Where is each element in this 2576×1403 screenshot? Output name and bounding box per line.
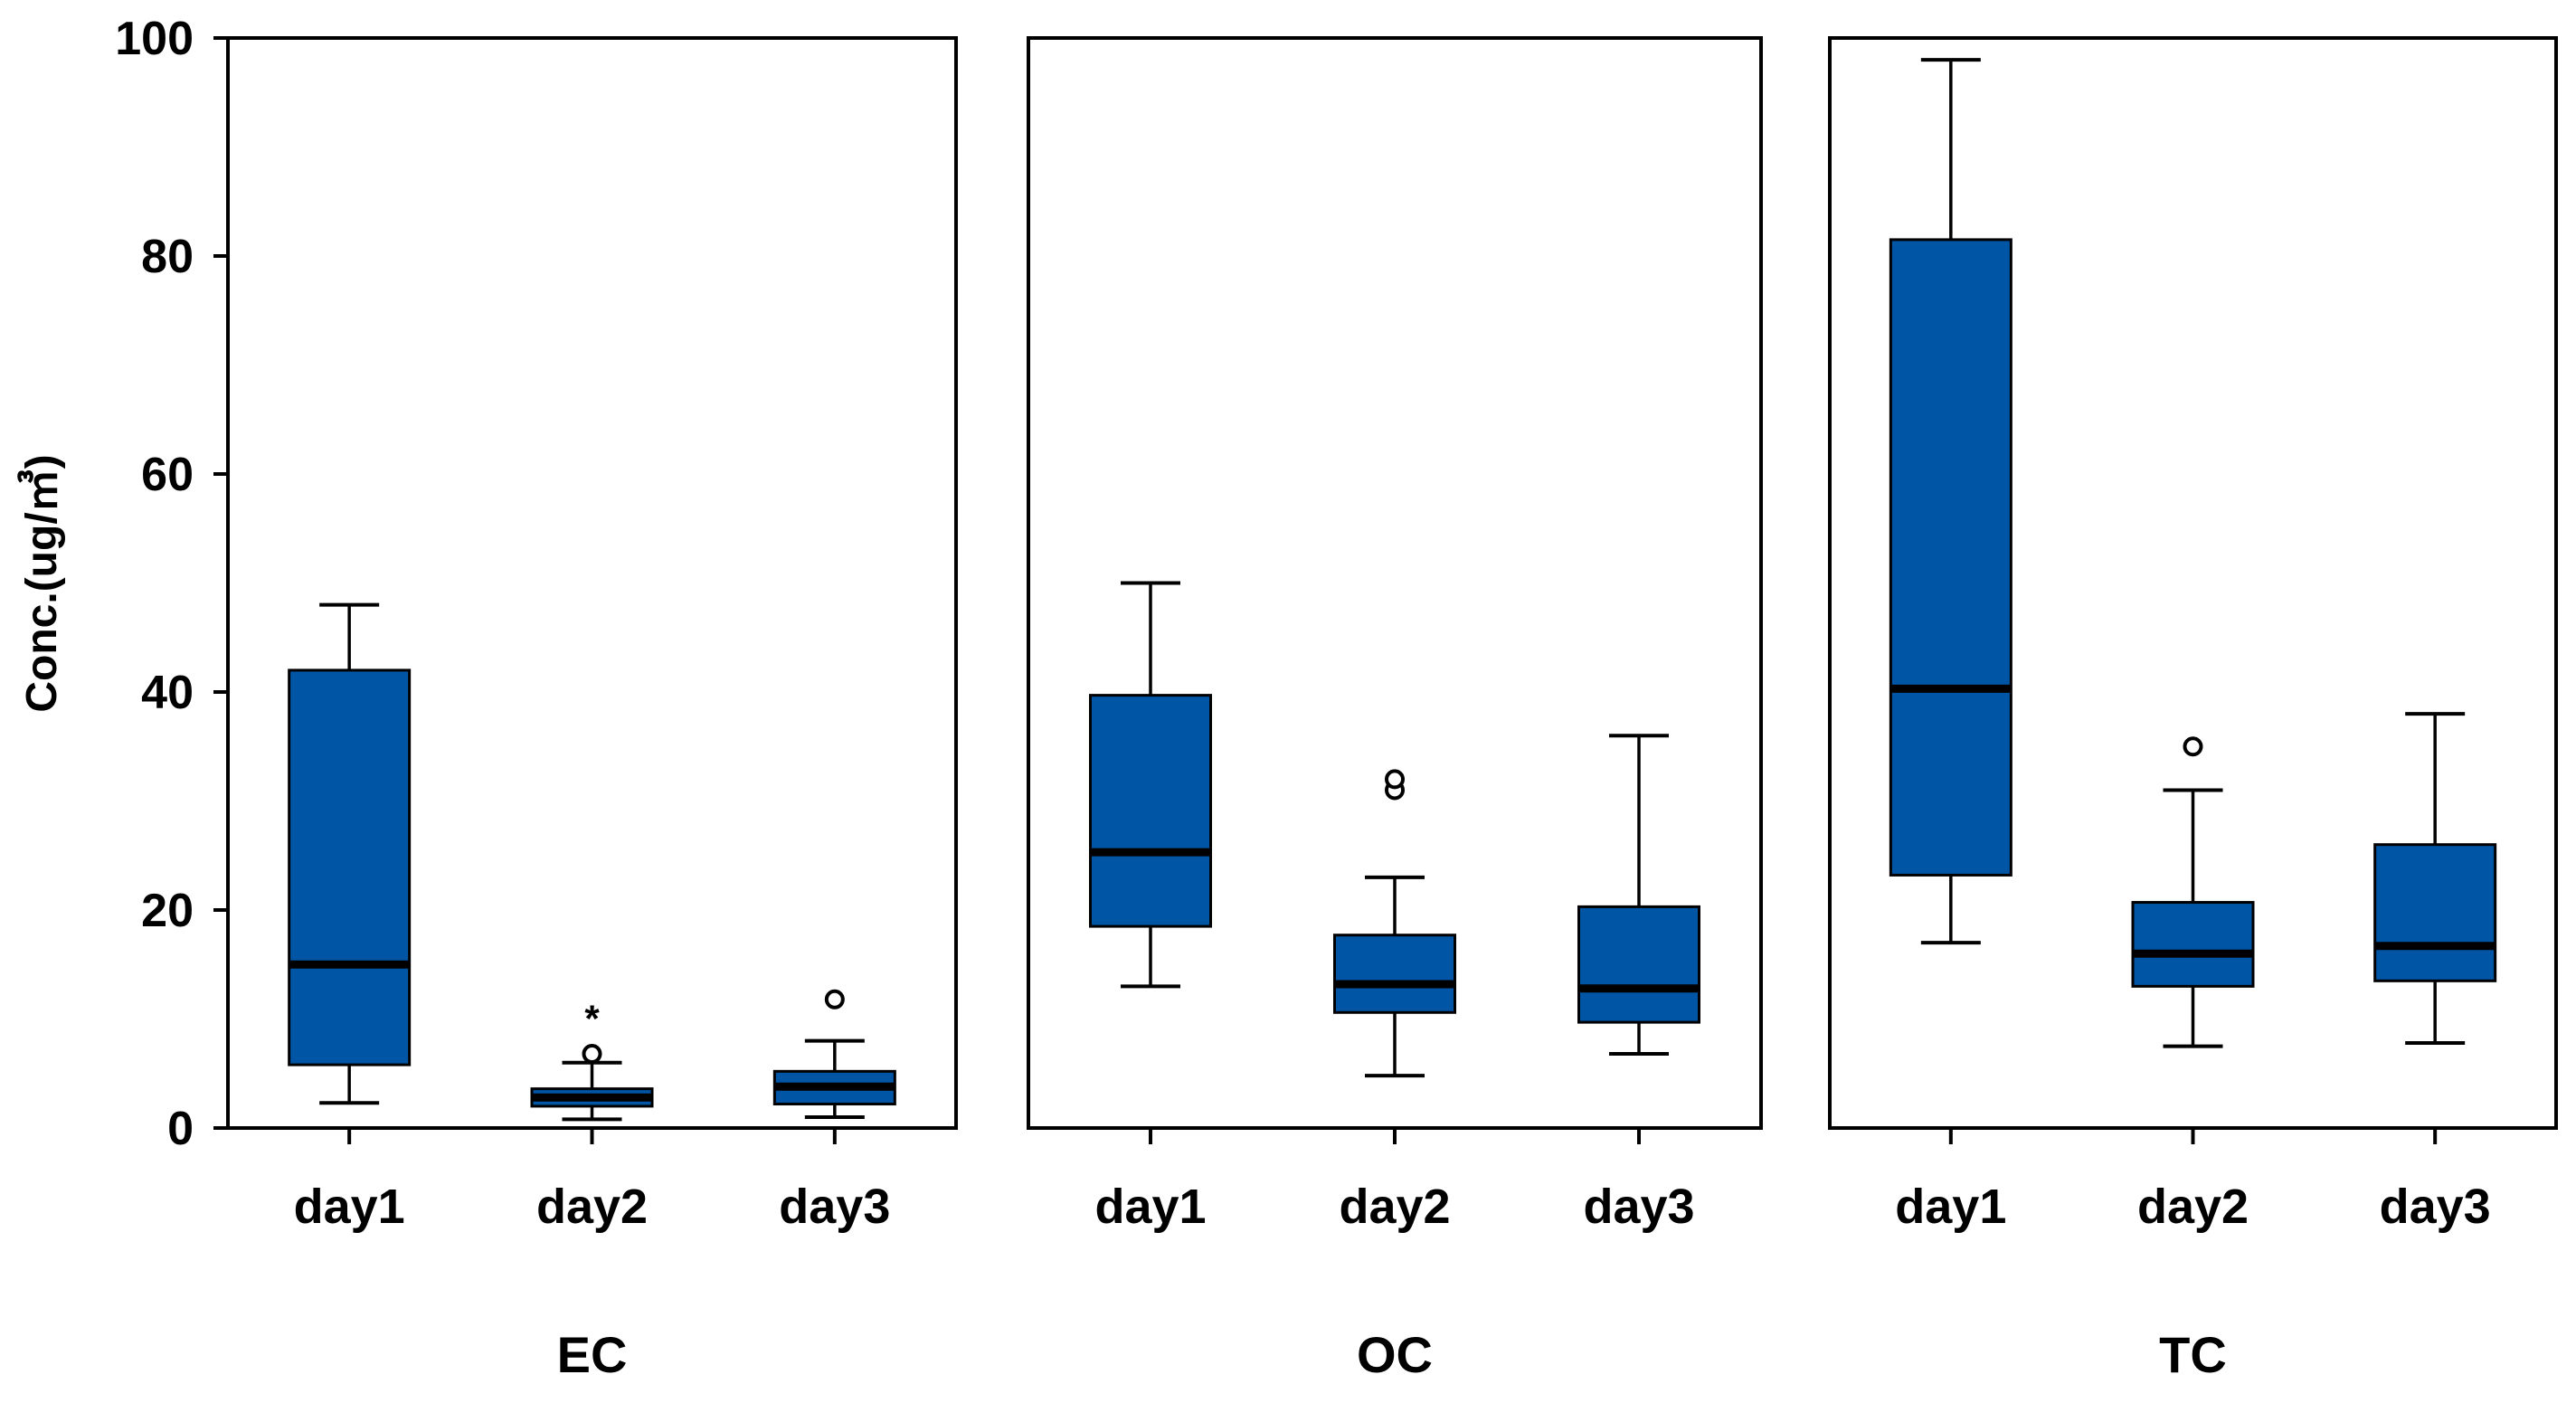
iqr-box bbox=[1577, 905, 1700, 1024]
y-axis-label: Conc.(ug/㎥) bbox=[17, 454, 66, 712]
iqr-box bbox=[1333, 934, 1456, 1014]
x-tick-label: day3 bbox=[779, 1180, 890, 1234]
box-day2: * day2 bbox=[530, 997, 654, 1234]
box-day1: day1 bbox=[1089, 581, 1212, 1234]
y-tick-label: 20 bbox=[141, 885, 194, 937]
panel-label: TC bbox=[2159, 1326, 2227, 1383]
x-tick-label: day2 bbox=[2137, 1180, 2249, 1234]
x-tick-label: day1 bbox=[294, 1180, 405, 1234]
x-tick-label: day2 bbox=[536, 1180, 648, 1234]
panel-label: EC bbox=[557, 1326, 628, 1383]
y-axis: 0 20 40 60 80 100 bbox=[115, 13, 228, 1155]
panel-tc: day1 day2 day3 TC bbox=[1828, 36, 2558, 1383]
box-day2: day2 bbox=[1333, 769, 1456, 1234]
x-tick-label: day3 bbox=[1583, 1180, 1694, 1234]
panel-label: OC bbox=[1357, 1326, 1433, 1383]
y-tick-label: 100 bbox=[115, 13, 194, 65]
panel-ec: day1 * day2 day3 EC bbox=[226, 36, 958, 1383]
outlier-point bbox=[824, 989, 845, 1010]
box-day1: day1 bbox=[1889, 58, 2012, 1234]
box-day3: day3 bbox=[2373, 712, 2497, 1234]
x-tick-label: day1 bbox=[1094, 1180, 1206, 1234]
outlier-point bbox=[582, 1044, 602, 1065]
box-day1: day1 bbox=[288, 602, 412, 1234]
extreme-point: * bbox=[584, 997, 600, 1039]
x-tick-label: day1 bbox=[1895, 1180, 2006, 1234]
outlier-point bbox=[1385, 769, 1405, 790]
iqr-box bbox=[2373, 843, 2497, 982]
iqr-box bbox=[1089, 694, 1212, 928]
panel-oc: day1 day2 day3 OC bbox=[1027, 36, 1763, 1383]
iqr-box bbox=[288, 668, 412, 1066]
box-day3: day3 bbox=[772, 989, 896, 1234]
y-tick-label: 0 bbox=[167, 1103, 194, 1155]
x-tick-label: day3 bbox=[2380, 1180, 2491, 1234]
box-day3: day3 bbox=[1577, 734, 1700, 1234]
outlier-point bbox=[2183, 736, 2203, 757]
iqr-box bbox=[1889, 238, 2012, 877]
x-tick-label: day2 bbox=[1339, 1180, 1450, 1234]
y-tick-label: 40 bbox=[141, 667, 194, 719]
iqr-box bbox=[2131, 901, 2255, 988]
y-tick-label: 80 bbox=[141, 231, 194, 283]
box-day2: day2 bbox=[2131, 736, 2255, 1234]
y-tick-label: 60 bbox=[141, 449, 194, 501]
